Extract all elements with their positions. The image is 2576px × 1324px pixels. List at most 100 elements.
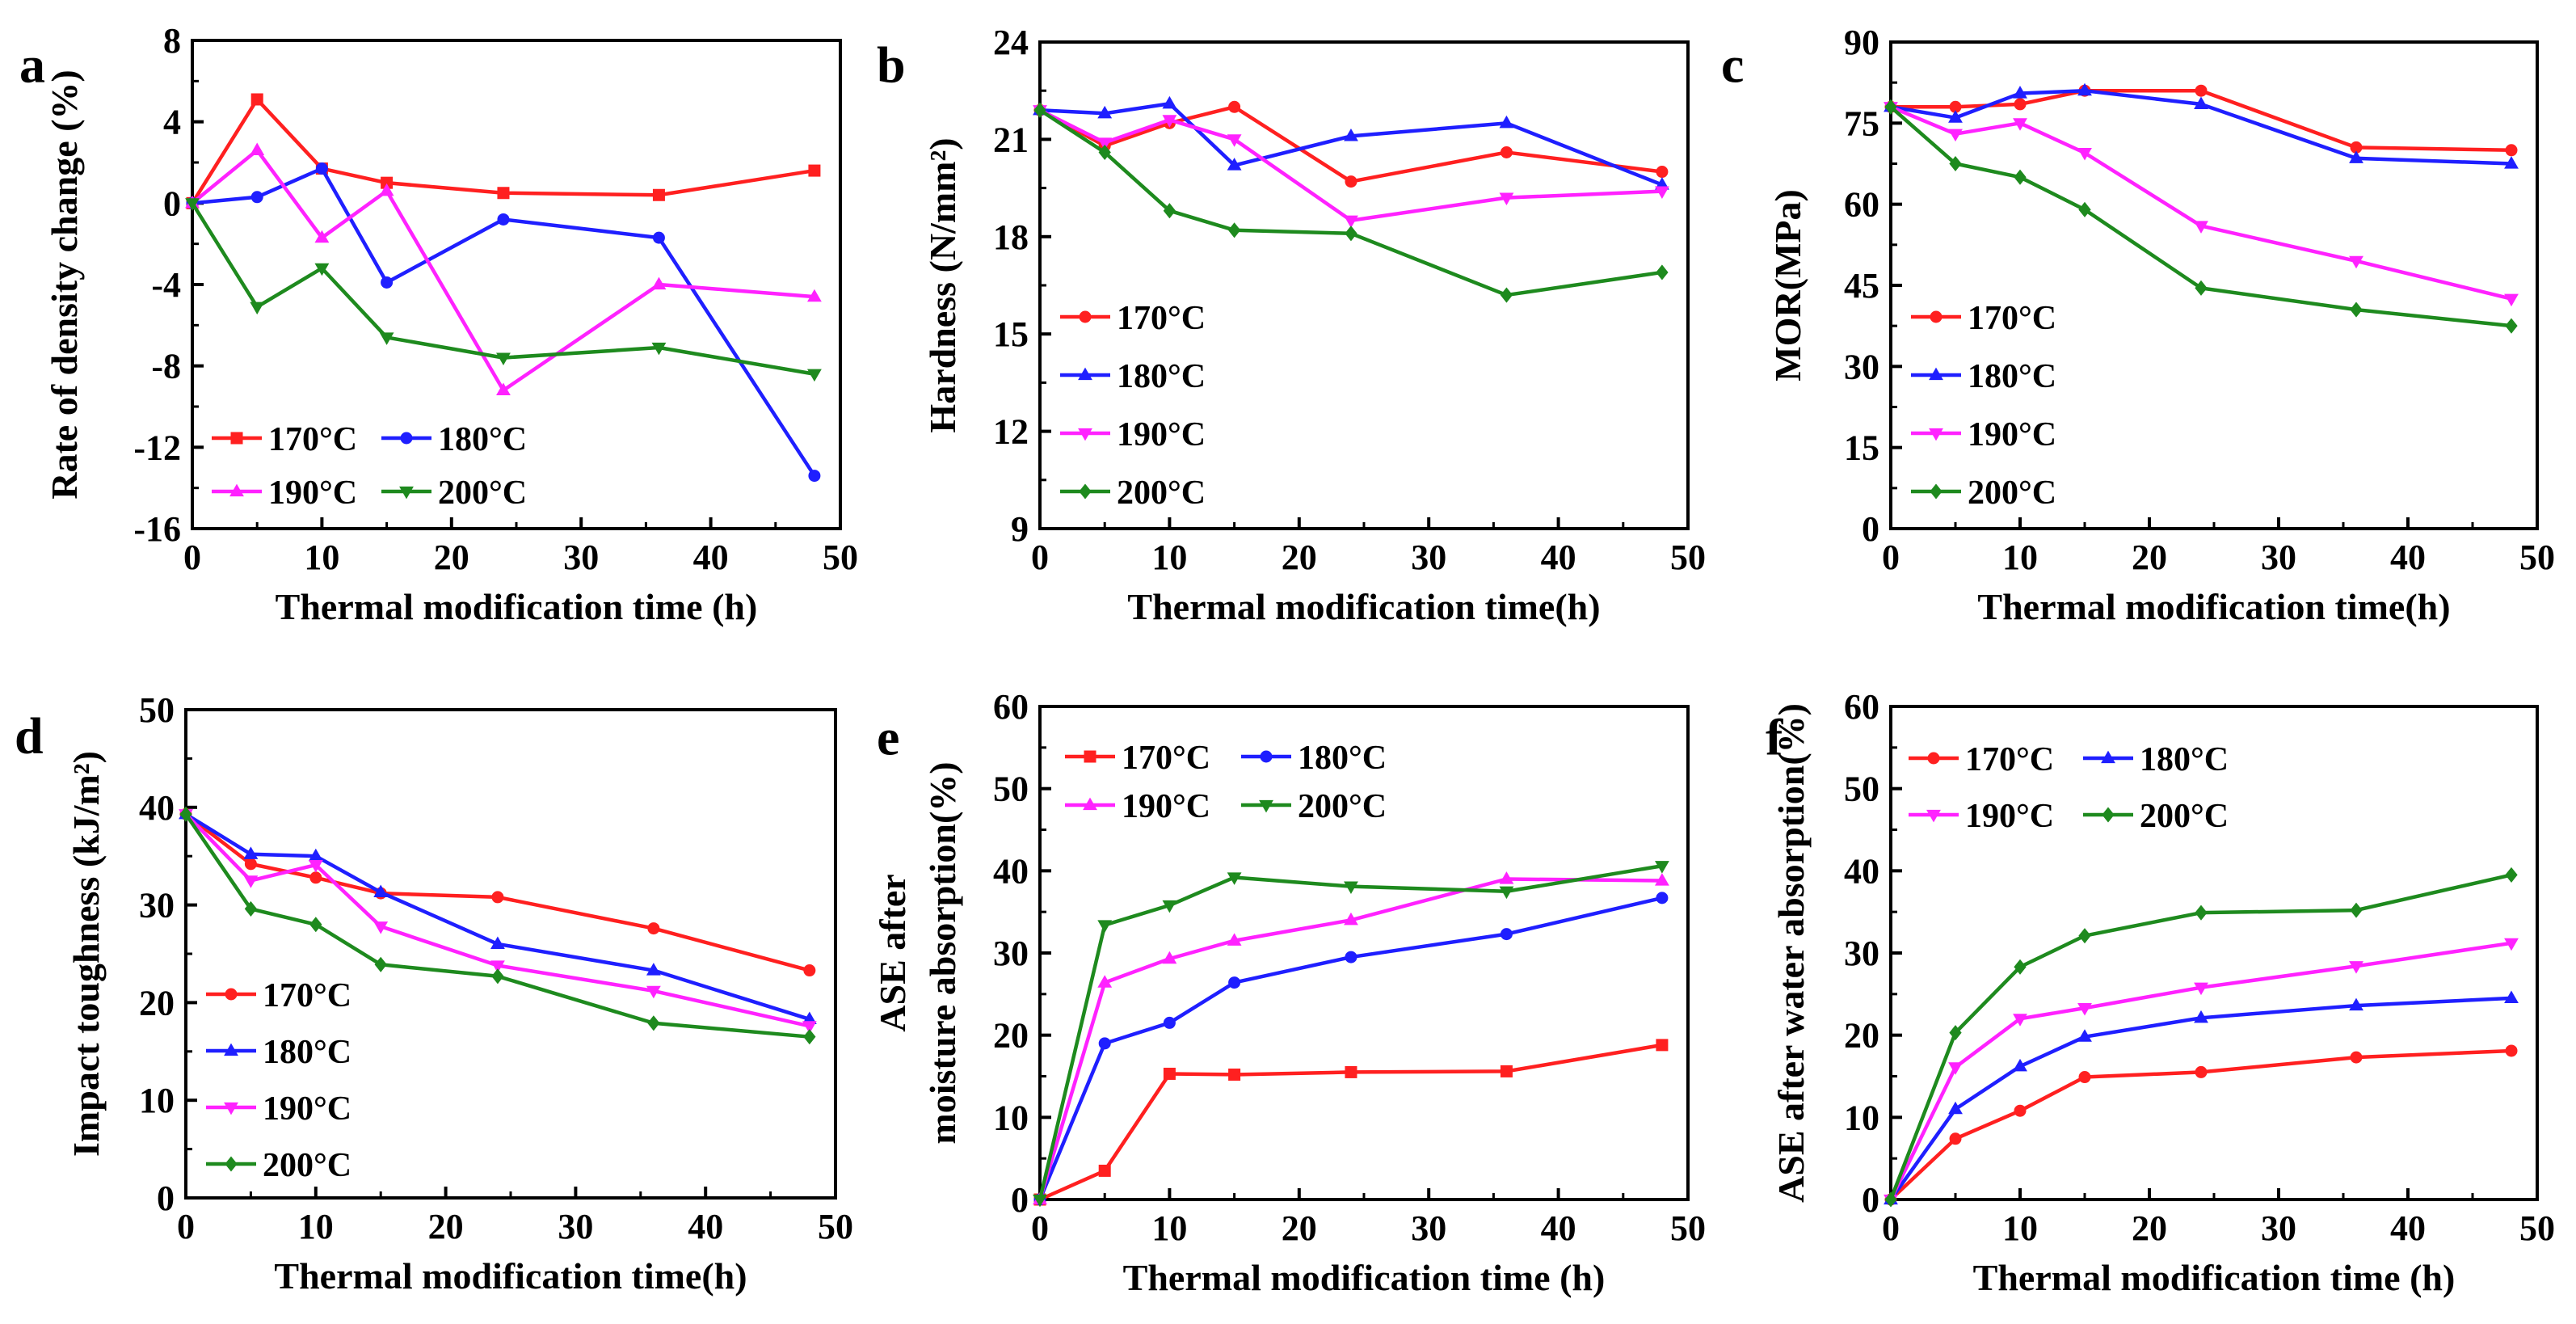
y-tick-label: 0 bbox=[1011, 1180, 1029, 1220]
x-tick-label: 10 bbox=[1151, 538, 1187, 577]
data-point bbox=[807, 289, 822, 302]
y-tick-label: -16 bbox=[133, 509, 181, 549]
legend-label: 180°C bbox=[438, 421, 527, 458]
data-point bbox=[379, 332, 394, 345]
data-point bbox=[1655, 186, 1669, 200]
legend-marker bbox=[1078, 367, 1092, 381]
panel-f: f 0 10 20 30 40 50 0 10 20 30 40 50 60 Thermal modific… bbox=[1766, 687, 2555, 1298]
legend-marker bbox=[230, 432, 243, 445]
data-point bbox=[491, 968, 504, 985]
x-axis-label: Thermal modification time (h) bbox=[1123, 1257, 1606, 1298]
x-tick-label: 40 bbox=[2390, 1208, 2426, 1248]
x-tick-label: 10 bbox=[304, 538, 339, 577]
data-point bbox=[1499, 871, 1514, 884]
y-axis-label: Rate of density change (%) bbox=[44, 70, 85, 500]
data-point bbox=[808, 164, 821, 177]
legend-marker bbox=[1930, 310, 1943, 323]
data-point bbox=[1227, 158, 1242, 171]
y-axis-label: ASE after bbox=[872, 874, 913, 1031]
data-point bbox=[2505, 867, 2518, 883]
data-point bbox=[651, 276, 667, 290]
data-point bbox=[2195, 84, 2208, 97]
data-point bbox=[1948, 1101, 1963, 1115]
legend-label: 190°C bbox=[1965, 798, 2054, 835]
legend: 170°C 180°C 190°C 200°C bbox=[1060, 300, 1206, 512]
series-line bbox=[1038, 108, 1663, 222]
legend-marker bbox=[229, 483, 244, 497]
legend-marker bbox=[1083, 797, 1097, 811]
data-point bbox=[496, 382, 511, 395]
y-tick-label: 9 bbox=[1011, 509, 1029, 549]
y-tick-label: 60 bbox=[1844, 185, 1879, 225]
y-tick-label: 50 bbox=[993, 770, 1029, 809]
data-point bbox=[309, 871, 322, 884]
data-point bbox=[2505, 318, 2518, 334]
y-axis-label: ASE after water absorption(%) bbox=[1770, 703, 1812, 1203]
panel-d: d 0 10 20 30 40 50 0 10 20 30 40 50 Thermal modificat… bbox=[15, 690, 853, 1297]
legend-marker bbox=[1927, 752, 1940, 765]
data-point bbox=[1884, 99, 1897, 115]
data-point bbox=[1948, 1062, 1963, 1075]
x-tick-label: 10 bbox=[2002, 538, 2038, 577]
data-point bbox=[807, 369, 822, 382]
x-tick-label: 20 bbox=[1282, 1208, 1317, 1248]
legend-label: 180°C bbox=[263, 1034, 351, 1071]
data-point bbox=[243, 846, 259, 859]
data-point bbox=[1033, 1194, 1047, 1208]
legend-label: 200°C bbox=[2140, 798, 2229, 835]
legend-label: 170°C bbox=[1965, 741, 2054, 778]
data-point bbox=[1344, 912, 1358, 926]
x-tick-label: 10 bbox=[298, 1207, 334, 1246]
data-point bbox=[490, 960, 505, 973]
legend-label: 170°C bbox=[268, 421, 357, 458]
legend-marker bbox=[224, 1043, 238, 1056]
data-point bbox=[647, 922, 660, 935]
data-point bbox=[1162, 95, 1177, 109]
data-point bbox=[1228, 976, 1241, 989]
data-point bbox=[2194, 96, 2208, 110]
data-point bbox=[379, 183, 394, 196]
data-point bbox=[1163, 203, 1176, 219]
data-point bbox=[2078, 1071, 2091, 1084]
panel-letter: b bbox=[877, 36, 906, 94]
data-point bbox=[2077, 148, 2092, 161]
data-point bbox=[2195, 280, 2208, 296]
data-point bbox=[2077, 1003, 2092, 1016]
data-point bbox=[1228, 1068, 1241, 1081]
legend-label: 180°C bbox=[1298, 740, 1387, 777]
data-point bbox=[1500, 287, 1513, 303]
data-point bbox=[1345, 1065, 1357, 1078]
data-point bbox=[1655, 861, 1669, 874]
data-point bbox=[2013, 118, 2027, 131]
data-point bbox=[1033, 102, 1046, 118]
data-point bbox=[1499, 886, 1514, 900]
y-tick-label: 0 bbox=[163, 183, 181, 223]
y-tick-label: 75 bbox=[1844, 103, 1879, 143]
legend-label: 170°C bbox=[1117, 300, 1206, 337]
data-point bbox=[1500, 928, 1513, 941]
data-point bbox=[1345, 226, 1357, 242]
data-point bbox=[2505, 1044, 2518, 1057]
data-point bbox=[2014, 169, 2027, 185]
x-axis-label: Thermal modification time (h) bbox=[276, 586, 758, 627]
y-tick-label: -4 bbox=[151, 265, 181, 305]
series-200°C bbox=[1884, 867, 2518, 1208]
data-point bbox=[2505, 144, 2518, 157]
y-tick-label: 30 bbox=[139, 886, 175, 926]
data-point bbox=[2077, 1029, 2092, 1042]
x-tick-label: 40 bbox=[2390, 538, 2426, 577]
panel-letter: a bbox=[19, 36, 45, 94]
data-point bbox=[2078, 928, 2091, 944]
data-point bbox=[2504, 293, 2519, 307]
x-tick-label: 0 bbox=[183, 538, 201, 577]
y-tick-label: 30 bbox=[993, 934, 1029, 973]
legend-label: 180°C bbox=[1968, 358, 2056, 395]
y-tick-label: 15 bbox=[1844, 428, 1879, 468]
series-line bbox=[1889, 996, 2512, 1201]
data-point bbox=[373, 921, 389, 934]
y-tick-label: -12 bbox=[133, 428, 181, 467]
data-point bbox=[646, 963, 661, 976]
plot-frame bbox=[1889, 40, 2539, 530]
legend-label: 180°C bbox=[2140, 741, 2229, 778]
legend-marker bbox=[1930, 483, 1943, 500]
